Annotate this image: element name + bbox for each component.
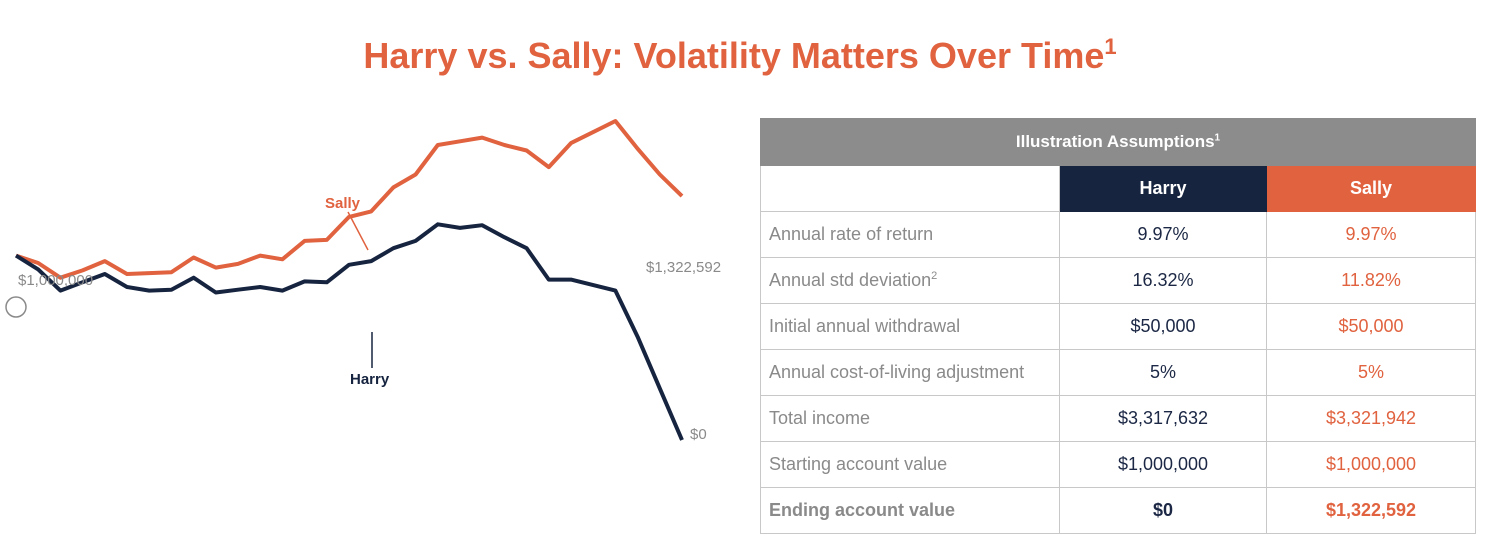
table-row: Total income $3,317,632 $3,321,942 — [760, 395, 1476, 442]
table-row: Starting account value $1,000,000 $1,000,0… — [760, 441, 1476, 488]
row-label: Annual cost-of-living adjustment — [760, 349, 1060, 396]
row-label: Initial annual withdrawal — [760, 303, 1060, 350]
sally-end-value-label: $1,322,592 — [646, 259, 721, 276]
sally-label-leader — [347, 211, 369, 251]
title-footnote-mark: 1 — [1104, 34, 1117, 59]
harry-value: $0 — [1059, 487, 1267, 534]
row-label: Annual std deviation2 — [760, 257, 1060, 304]
row-label-text: Initial annual withdrawal — [769, 316, 961, 336]
table-header-row: Harry Sally — [760, 165, 1476, 212]
harry-value: 16.32% — [1059, 257, 1267, 304]
row-label-text: Total income — [769, 408, 871, 428]
table-caption-text: Illustration Assumptions — [1015, 132, 1215, 151]
sally-value: 5% — [1266, 349, 1476, 396]
harry-column-header: Harry — [1059, 165, 1267, 212]
table-row: Initial annual withdrawal $50,000 $50,000 — [760, 303, 1476, 350]
harry-series-line — [14, 222, 684, 441]
harry-value: $3,317,632 — [1059, 395, 1267, 442]
row-label-text: Starting account value — [769, 454, 948, 474]
page-title: Harry vs. Sally: Volatility Matters Over… — [0, 34, 1480, 77]
row-label: Ending account value — [760, 487, 1060, 534]
sally-value: $50,000 — [1266, 303, 1476, 350]
table-row: Ending account value $0 $1,322,592 — [760, 487, 1476, 534]
start-point-marker — [5, 296, 27, 318]
volatility-line-chart: $1,000,000 Sally Harry $1,322,592 $0 — [5, 119, 721, 443]
row-footnote-mark: 2 — [931, 270, 938, 282]
sally-series-label: Sally — [325, 195, 361, 212]
sally-value: $1,000,000 — [1266, 441, 1476, 488]
harry-series-label: Harry — [350, 371, 390, 388]
sally-series-line — [15, 119, 684, 280]
row-label-text: Annual rate of return — [769, 224, 934, 244]
row-label-text: Annual cost-of-living adjustment — [769, 362, 1025, 382]
row-label-text: Annual std deviation — [769, 270, 932, 290]
row-label: Annual rate of return — [760, 211, 1060, 258]
table-body: Annual rate of return 9.97% 9.97% Annual st… — [760, 211, 1476, 534]
harry-value: 5% — [1059, 349, 1267, 396]
sally-value: $3,321,942 — [1266, 395, 1476, 442]
table-row: Annual std deviation2 16.32% 11.82% — [760, 257, 1476, 304]
table-header-blank — [760, 165, 1060, 212]
start-value-label: $1,000,000 — [18, 272, 93, 289]
row-label: Starting account value — [760, 441, 1060, 488]
sally-value: 11.82% — [1266, 257, 1476, 304]
sally-value: 9.97% — [1266, 211, 1476, 258]
harry-value: $50,000 — [1059, 303, 1267, 350]
table-caption: Illustration Assumptions1 — [760, 118, 1476, 166]
row-label: Total income — [760, 395, 1060, 442]
sally-value: $1,322,592 — [1266, 487, 1476, 534]
table-row: Annual rate of return 9.97% 9.97% — [760, 211, 1476, 258]
harry-value: 9.97% — [1059, 211, 1267, 258]
table-caption-footnote-mark: 1 — [1214, 132, 1221, 144]
series-layer — [14, 119, 684, 441]
table-caption-row: Illustration Assumptions1 — [760, 118, 1476, 166]
title-text: Harry vs. Sally: Volatility Matters Over… — [363, 35, 1105, 76]
table-row: Annual cost-of-living adjustment 5% 5% — [760, 349, 1476, 396]
row-label-text: Ending account value — [769, 500, 956, 520]
harry-end-value-label: $0 — [690, 426, 707, 443]
harry-value: $1,000,000 — [1059, 441, 1267, 488]
assumptions-table: Illustration Assumptions1 Harry Sally An… — [760, 118, 1476, 534]
sally-column-header: Sally — [1266, 165, 1476, 212]
